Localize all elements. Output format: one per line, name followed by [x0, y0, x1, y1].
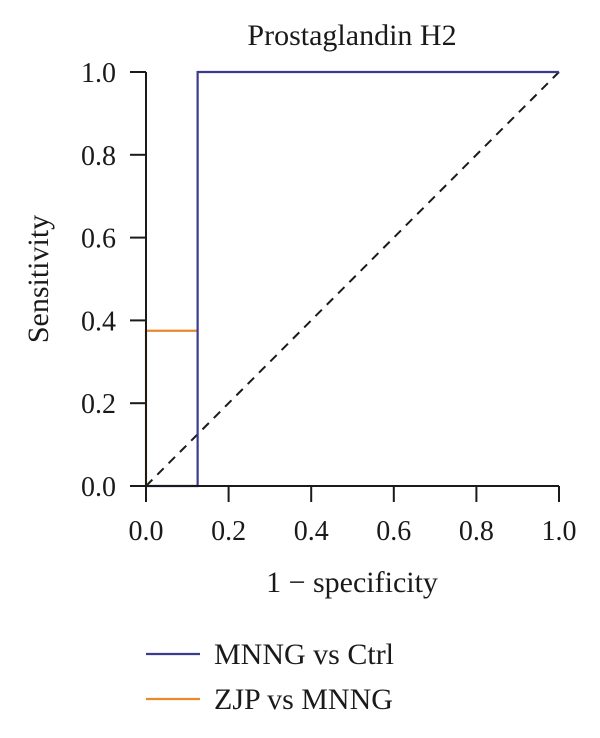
x-tick-label: 1.0 [542, 516, 577, 547]
legend-label: MNNG vs Ctrl [214, 638, 394, 671]
plot-area [144, 70, 560, 488]
x-tick-label: 0.2 [211, 516, 246, 547]
y-axis-label: Sensitivity [22, 215, 55, 343]
x-axis-ticks: 0.0 0.2 0.4 0.6 0.8 1.0 [129, 486, 577, 547]
y-tick-label: 0.4 [81, 306, 116, 337]
x-tick-label: 0.6 [376, 516, 411, 547]
x-axis-label: 1 − specificity [266, 566, 438, 599]
reference-diagonal-line [145, 71, 560, 487]
chart-legend: MNNG vs Ctrl ZJP vs MNNG [146, 638, 394, 716]
x-tick-label: 0.0 [129, 516, 164, 547]
chart-title: Prostaglandin H2 [247, 19, 456, 52]
y-tick-label: 1.0 [81, 58, 116, 89]
series-line-2 [144, 329, 198, 486]
y-axis-ticks: 0.0 0.2 0.4 0.6 0.8 1.0 [81, 58, 146, 503]
x-tick-label: 0.4 [294, 516, 329, 547]
y-tick-label: 0.8 [81, 141, 116, 172]
legend-label: ZJP vs MNNG [214, 683, 393, 716]
y-tick-label: 0.2 [81, 389, 116, 420]
y-tick-label: 0.6 [81, 224, 116, 255]
y-tick-label: 0.0 [81, 472, 116, 503]
x-tick-label: 0.8 [459, 516, 494, 547]
